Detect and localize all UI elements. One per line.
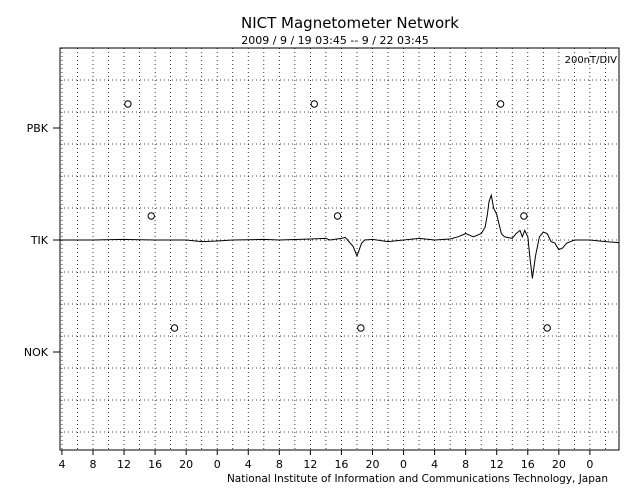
x-tick-label: 16 (148, 458, 162, 471)
x-tick-label: 16 (521, 458, 535, 471)
x-tick-label: 0 (214, 458, 221, 471)
plot-frame (59, 47, 620, 451)
chart-subtitle: 2009 / 9 / 19 03:45 -- 9 / 22 03:45 (241, 34, 428, 47)
chart-title: NICT Magnetometer Network (241, 14, 459, 32)
noon-markers (124, 100, 551, 332)
x-tick-label: 8 (276, 458, 283, 471)
x-tick-label: 4 (245, 458, 252, 471)
x-tick-label: 4 (431, 458, 438, 471)
x-tick-label: 20 (179, 458, 193, 471)
footer-credit: National Institute of Information and Co… (227, 473, 608, 485)
x-tick-label: 12 (490, 458, 504, 471)
noon-marker (357, 324, 365, 332)
station-label: NOK (24, 346, 49, 359)
noon-marker (333, 212, 342, 220)
scale-label: 200nT/DIV (565, 55, 618, 66)
x-tick-label: 8 (89, 458, 96, 471)
noon-marker (520, 212, 528, 220)
x-tick-labels: 4 8 12 16 20 0 4 8 12 16 20 0 4 8 12 16 20 0 (58, 450, 593, 471)
noon-marker (496, 100, 505, 108)
x-tick-label: 16 (334, 458, 348, 471)
noon-marker (147, 212, 155, 220)
x-tick-label: 20 (552, 458, 566, 471)
station-label: TIK (30, 234, 49, 247)
x-tick-label: 12 (303, 458, 317, 471)
noon-marker (170, 324, 179, 332)
series-group (60, 193, 620, 279)
noon-marker (310, 100, 318, 108)
x-tick-label: 12 (117, 458, 131, 471)
x-tick-label: 0 (586, 458, 593, 471)
x-tick-label: 0 (400, 458, 407, 471)
station-label: PBK (27, 122, 49, 135)
grid (60, 48, 619, 450)
noon-marker (124, 100, 132, 108)
x-tick-label: 20 (365, 458, 379, 471)
station-labels: PBK TIK NOK (24, 122, 60, 359)
noon-marker (543, 324, 551, 332)
x-tick-label: 8 (462, 458, 469, 471)
x-tick-label: 4 (58, 458, 65, 471)
series-line-tik (60, 193, 620, 279)
